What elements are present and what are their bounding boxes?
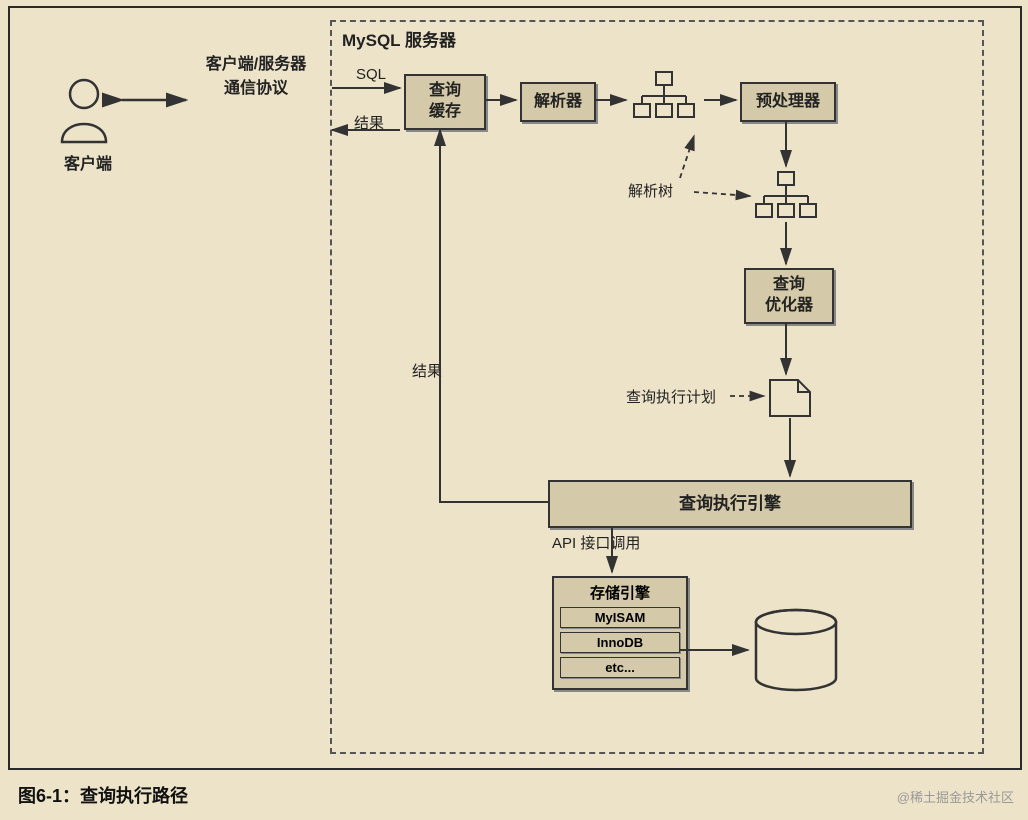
api-call-label: API 接口调用 [552, 532, 640, 553]
parse-tree-label: 解析树 [628, 180, 673, 201]
protocol-label: 客户端/服务器 通信协议 [186, 50, 326, 98]
query-cache-node: 查询 缓存 [404, 74, 486, 130]
database-label: 数据 [778, 638, 810, 662]
storage-engine-item: InnoDB [560, 632, 680, 653]
watermark: @稀土掘金技术社区 [897, 787, 1014, 806]
storage-engine-item: MyISAM [560, 607, 680, 628]
diagram-canvas: MySQL 服务器 查询 缓存 解析器 预处理器 查询 优化器 查询执行引擎 存… [0, 0, 1028, 820]
exec-plan-label: 查询执行计划 [626, 386, 716, 407]
storage-engine-box: 存储引擎 MyISAM InnoDB etc... [552, 576, 688, 690]
client-label: 客户端 [64, 150, 112, 174]
figure-caption: 图6-1：查询执行路径 [18, 782, 188, 808]
mysql-server-title: MySQL 服务器 [342, 26, 456, 51]
storage-engine-title: 存储引擎 [560, 582, 680, 603]
sql-label: SQL [356, 66, 386, 83]
exec-engine-node: 查询执行引擎 [548, 480, 912, 528]
result-label-2: 结果 [412, 360, 442, 381]
result-label-1: 结果 [354, 112, 384, 133]
optimizer-node: 查询 优化器 [744, 268, 834, 324]
storage-engine-item: etc... [560, 657, 680, 678]
preprocessor-node: 预处理器 [740, 82, 836, 122]
parser-node: 解析器 [520, 82, 596, 122]
